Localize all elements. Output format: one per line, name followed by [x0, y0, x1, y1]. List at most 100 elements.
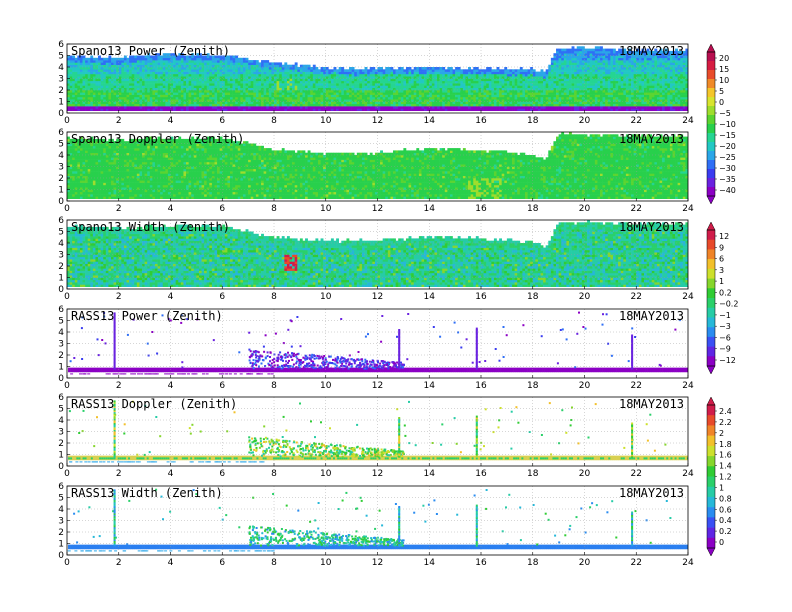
colorbar-bottom-arrow: [706, 547, 716, 557]
x-tick-label: 24: [682, 381, 694, 391]
colorbar-tick-label: 0.2: [719, 288, 732, 297]
x-tick-label: 8: [271, 292, 277, 302]
colorbar-tick-label: −6: [719, 333, 731, 342]
y-tick-label: 3: [58, 517, 64, 527]
colorbar-tick-label: 1.2: [719, 473, 732, 482]
rass-colorbar: 2.4 2.2 2 1.8 1.6 1.4 1.21 0.8 0.6 0.4 0.2 0: [706, 396, 732, 557]
x-tick-label: 4: [168, 558, 174, 568]
colorbar-swatch: [707, 336, 715, 347]
x-tick-label: 6: [219, 204, 225, 214]
y-tick-label: 0: [58, 374, 64, 384]
panel-date: 18MAY2013: [619, 309, 684, 323]
colorbar-tick-label: −1: [719, 311, 731, 320]
colorbar-swatch: [707, 425, 715, 436]
y-tick-label: 2: [58, 528, 64, 538]
x-tick-label: 0: [64, 116, 70, 126]
colorbar-swatch: [707, 160, 715, 170]
colorbar-tick-label: 15: [719, 65, 729, 74]
grid: [67, 397, 688, 466]
x-tick-label: 24: [682, 558, 694, 568]
panel-title: RASS13 Width (Zenith): [71, 486, 223, 500]
x-tick-label: 14: [424, 381, 436, 391]
y-tick-label: 3: [58, 428, 64, 438]
x-tick-label: 4: [168, 204, 174, 214]
x-tick-label: 4: [168, 292, 174, 302]
y-tick-label: 2: [58, 262, 64, 272]
y-tick-label: 5: [58, 405, 64, 415]
colorbar-swatch: [707, 476, 715, 488]
y-tick-label: 1: [58, 274, 64, 284]
colorbar-tick-label: 0.8: [719, 494, 732, 503]
panel-date: 18MAY2013: [619, 220, 684, 234]
y-tick-label: 6: [58, 482, 64, 492]
grid: [67, 486, 688, 555]
x-tick-label: 14: [424, 469, 436, 479]
colorbar-swatch: [707, 278, 715, 289]
x-tick-label: 2: [116, 469, 122, 479]
plot-area: [67, 488, 688, 552]
y-tick-label: 0: [58, 285, 64, 295]
colorbar-swatch: [707, 346, 715, 357]
panel-title: RASS13 Doppler (Zenith): [71, 397, 237, 411]
x-tick-label: 2: [116, 381, 122, 391]
x-tick-label: 8: [271, 469, 277, 479]
colorbar-tick-label: 0.2: [719, 527, 732, 536]
colorbar-tick-label: −0.2: [719, 300, 738, 309]
y-tick-label: 4: [58, 239, 64, 249]
x-tick-label: 6: [219, 558, 225, 568]
colorbar-tick-label: 2.4: [719, 407, 732, 416]
x-tick-label: 10: [320, 469, 332, 479]
y-tick-label: 1: [58, 363, 64, 373]
y-tick-label: 3: [58, 163, 64, 173]
x-tick-label: 24: [682, 116, 694, 126]
x-tick-label: 8: [271, 116, 277, 126]
plot-area: [67, 220, 688, 287]
colorbar-swatch: [707, 307, 715, 318]
plot-area: [67, 132, 688, 199]
y-tick-label: 5: [58, 52, 64, 62]
x-tick-label: 16: [475, 116, 487, 126]
x-tick-label: 24: [682, 204, 694, 214]
colorbar-swatch: [707, 151, 715, 161]
colorbar-swatch: [707, 415, 715, 426]
colorbar-swatch: [707, 517, 715, 528]
x-tick-label: 10: [320, 381, 332, 391]
x-tick-label: 14: [424, 116, 436, 126]
colorbar-tick-label: 0: [719, 98, 724, 107]
x-tick-label: 20: [579, 204, 591, 214]
x-tick-label: 12: [372, 204, 383, 214]
colorbar-swatch: [707, 466, 715, 477]
colorbar-top-arrow: [706, 221, 716, 231]
y-tick-label: 5: [58, 494, 64, 504]
colorbar-swatch: [707, 486, 715, 498]
plot-area: [68, 311, 688, 375]
y-tick-label: 6: [58, 216, 64, 226]
y-tick-label: 2: [58, 174, 64, 184]
x-tick-label: 0: [64, 381, 70, 391]
x-tick-label: 22: [631, 292, 642, 302]
y-tick-label: 0: [58, 551, 64, 561]
x-tick-label: 14: [424, 558, 436, 568]
y-tick-label: 0: [58, 462, 64, 472]
x-tick-label: 18: [527, 469, 539, 479]
plot-area: [67, 46, 688, 111]
colorbar-tick-label: −30: [719, 164, 736, 173]
x-tick-label: 20: [579, 116, 591, 126]
colorbar-swatch: [707, 187, 715, 197]
colorbar-tick-label: −20: [719, 142, 736, 151]
x-tick-label: 22: [631, 558, 642, 568]
y-tick-label: 6: [58, 393, 64, 403]
x-tick-label: 18: [527, 116, 539, 126]
colorbar-top-arrow: [706, 396, 716, 406]
y-tick-label: 4: [58, 505, 64, 515]
colorbar-swatch: [707, 507, 715, 518]
x-tick-label: 0: [64, 204, 70, 214]
x-tick-label: 22: [631, 381, 642, 391]
colorbar-tick-label: 6: [719, 255, 724, 264]
x-tick-label: 10: [320, 558, 332, 568]
colorbar-tick-label: −9: [719, 345, 731, 354]
